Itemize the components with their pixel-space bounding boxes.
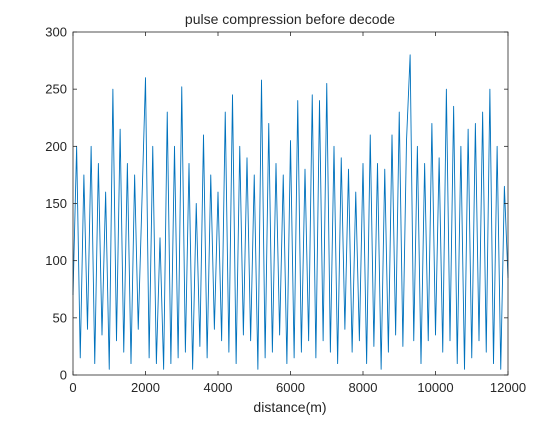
series-line-0 [72,54,509,370]
y-tick-label: 50 [53,310,67,325]
y-tick-label: 250 [45,82,67,97]
y-tick-label: 150 [45,196,67,211]
series-layer [72,54,509,370]
x-tick-label: 6000 [276,380,305,395]
x-tick-label: 2000 [131,380,160,395]
x-axis-label: distance(m) [253,399,326,415]
ticks-layer: 0 2000 4000 6000 8000 10000 12000 0 50 100 150 200 2… [45,25,526,396]
x-tick-label: 0 [69,380,76,395]
y-tick-label: 200 [45,139,67,154]
x-tick-label: 12000 [490,380,526,395]
x-tick-label: 4000 [204,380,233,395]
y-tick-label: 100 [45,253,67,268]
y-tick-label: 300 [45,25,67,40]
y-tick-label: 0 [60,368,67,383]
chart-title: pulse compression before decode [185,11,395,27]
x-tick-label: 10000 [417,380,453,395]
x-tick-label: 8000 [349,380,378,395]
